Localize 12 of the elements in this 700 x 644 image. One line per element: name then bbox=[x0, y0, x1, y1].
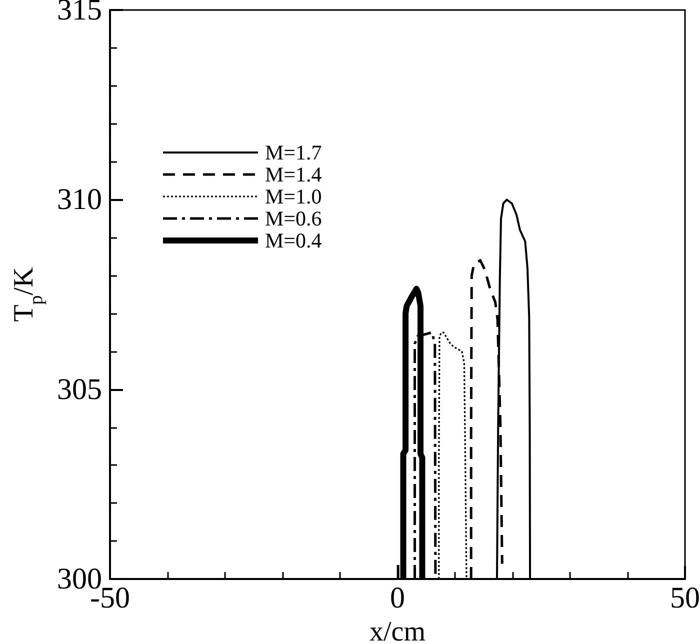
x-tick-label: 0 bbox=[390, 582, 405, 614]
y-tick-label: 305 bbox=[57, 372, 102, 406]
y-tick-label: 315 bbox=[57, 0, 102, 26]
legend-label: M=1.0 bbox=[265, 184, 322, 208]
x-tick-label: 50 bbox=[670, 582, 700, 614]
y-tick-label: 310 bbox=[57, 183, 102, 216]
legend-label: M=1.7 bbox=[265, 140, 322, 164]
legend-label: M=1.4 bbox=[265, 162, 322, 186]
y-axis-title: Tp/K bbox=[8, 267, 48, 322]
legend-label: M=0.4 bbox=[265, 228, 322, 252]
x-axis-title: x/cm bbox=[370, 616, 426, 644]
legend-label: M=0.6 bbox=[265, 206, 322, 230]
